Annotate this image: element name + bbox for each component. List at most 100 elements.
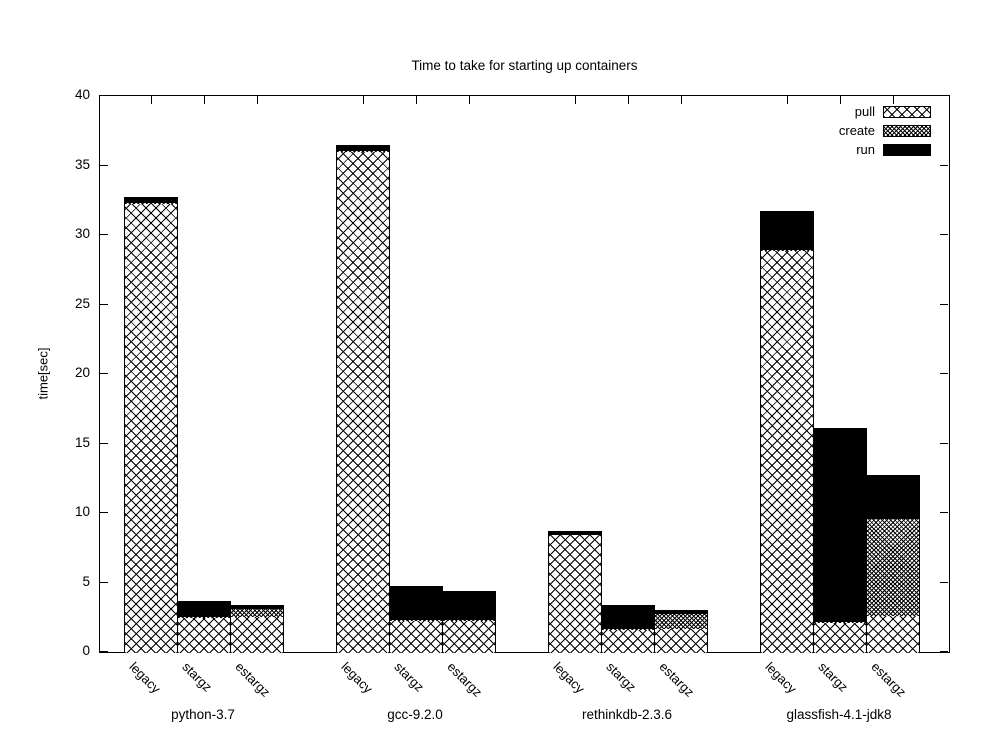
- bar-segment-pull: [443, 621, 495, 654]
- y-tick-label: 15: [74, 434, 90, 450]
- y-tick-mark: [940, 581, 948, 583]
- y-tick-label: 40: [74, 87, 90, 102]
- y-tick-mark: [940, 651, 948, 652]
- chart-title: Time to take for starting up containers: [411, 58, 638, 73]
- y-tick-mark: [940, 164, 948, 166]
- plot-area: pull create run: [99, 95, 950, 654]
- bar-segment-create: [178, 617, 230, 618]
- legend-label: run: [856, 142, 875, 157]
- bar-segment-pull: [602, 629, 654, 653]
- group-label: gcc-9.2.0: [387, 707, 443, 722]
- x-tick-label: estargz: [444, 659, 486, 700]
- y-tick-mark: [940, 373, 948, 374]
- bar-segment-pull: [231, 617, 283, 653]
- bar-segment-run: [390, 587, 442, 621]
- y-tick-mark: [940, 512, 948, 513]
- bar-segment-create: [867, 519, 919, 617]
- bar-segment-run: [655, 611, 707, 614]
- x-tick-label: estargz: [868, 659, 910, 700]
- legend-row-create: create: [839, 121, 931, 140]
- x-tick-mark-top: [416, 96, 417, 104]
- legend: pull create run: [839, 102, 931, 159]
- legend-swatch-pull-icon: [883, 105, 931, 118]
- bar-glassfish-4.1-jdk8-legacy: [760, 211, 814, 653]
- bar-segment-create: [443, 620, 495, 622]
- bar-segment-run: [602, 606, 654, 629]
- x-tick-mark-top: [257, 96, 258, 104]
- x-tick-mark-top: [575, 96, 576, 104]
- x-tick-mark-top: [681, 96, 682, 104]
- group-label: python-3.7: [171, 707, 235, 722]
- bar-segment-create: [125, 202, 177, 204]
- y-tick-mark: [100, 512, 108, 513]
- bar-python-3.7-stargz: [177, 601, 231, 653]
- bar-segment-pull: [867, 616, 919, 653]
- y-tick-label: 30: [74, 226, 90, 241]
- y-tick-mark: [100, 442, 108, 444]
- y-tick-mark: [100, 234, 108, 235]
- y-tick-label: 25: [74, 295, 90, 311]
- bar-segment-create: [390, 620, 442, 622]
- bar-glassfish-4.1-jdk8-estargz: [866, 475, 920, 653]
- bar-segment-create: [761, 249, 813, 251]
- x-tick-mark-top: [363, 96, 364, 104]
- bar-rethinkdb-2.3.6-legacy: [548, 531, 602, 653]
- bar-segment-create: [814, 622, 866, 623]
- legend-label: create: [838, 123, 875, 138]
- x-tick-label: legacy: [338, 659, 376, 697]
- bar-segment-pull: [655, 629, 707, 653]
- legend-swatch-create-icon: [883, 124, 931, 137]
- x-tick-label: stargz: [179, 659, 216, 695]
- y-tick-mark: [940, 234, 948, 235]
- x-tick-mark-top: [628, 96, 629, 104]
- x-tick-mark-top: [893, 96, 894, 104]
- x-tick-label: stargz: [391, 659, 428, 695]
- bar-segment-pull: [761, 250, 813, 653]
- y-tick-mark: [100, 164, 108, 166]
- y-tick-mark: [100, 95, 108, 96]
- y-tick-mark: [940, 303, 948, 305]
- legend-swatch-run-icon: [883, 143, 931, 156]
- bar-gcc-9.2.0-legacy: [336, 145, 390, 654]
- x-tick-label: estargz: [232, 659, 274, 700]
- x-tick-mark-top: [469, 96, 470, 104]
- bar-gcc-9.2.0-stargz: [389, 586, 443, 654]
- x-tick-mark-top: [787, 96, 788, 104]
- legend-label: pull: [854, 104, 875, 119]
- legend-row-pull: pull: [839, 102, 931, 121]
- group-label: rethinkdb-2.3.6: [581, 707, 673, 722]
- y-tick-mark: [100, 373, 108, 374]
- bar-segment-run: [231, 606, 283, 610]
- bar-segment-run: [867, 476, 919, 520]
- bar-rethinkdb-2.3.6-estargz: [654, 610, 708, 653]
- y-axis-label: time[sec]: [35, 347, 51, 400]
- bar-segment-run: [761, 212, 813, 250]
- x-tick-label: legacy: [762, 659, 800, 697]
- x-tick-mark-top: [204, 96, 205, 104]
- bar-segment-run: [549, 532, 601, 535]
- bar-segment-pull: [390, 621, 442, 654]
- x-tick-label: legacy: [126, 659, 164, 697]
- x-tick-label: stargz: [603, 659, 640, 695]
- y-tick-mark: [100, 581, 108, 583]
- bar-python-3.7-estargz: [230, 605, 284, 653]
- y-tick-mark: [940, 442, 948, 444]
- bar-segment-run: [125, 198, 177, 203]
- y-tick-mark: [100, 303, 108, 305]
- y-tick-mark: [100, 651, 108, 652]
- x-tick-mark-top: [151, 96, 152, 104]
- y-tick-label: 10: [74, 504, 90, 519]
- bar-segment-pull: [178, 617, 230, 653]
- x-tick-label: legacy: [550, 659, 588, 697]
- bar-segment-create: [549, 534, 601, 536]
- bar-segment-create: [337, 150, 389, 152]
- y-tick-label: 35: [74, 156, 90, 172]
- bar-segment-pull: [814, 622, 866, 654]
- bar-segment-run: [814, 429, 866, 623]
- bar-segment-pull: [337, 151, 389, 654]
- bar-segment-pull: [549, 535, 601, 653]
- bar-segment-run: [178, 602, 230, 618]
- bar-rethinkdb-2.3.6-stargz: [601, 605, 655, 653]
- group-label: glassfish-4.1-jdk8: [786, 707, 892, 722]
- x-tick-label: stargz: [815, 659, 852, 695]
